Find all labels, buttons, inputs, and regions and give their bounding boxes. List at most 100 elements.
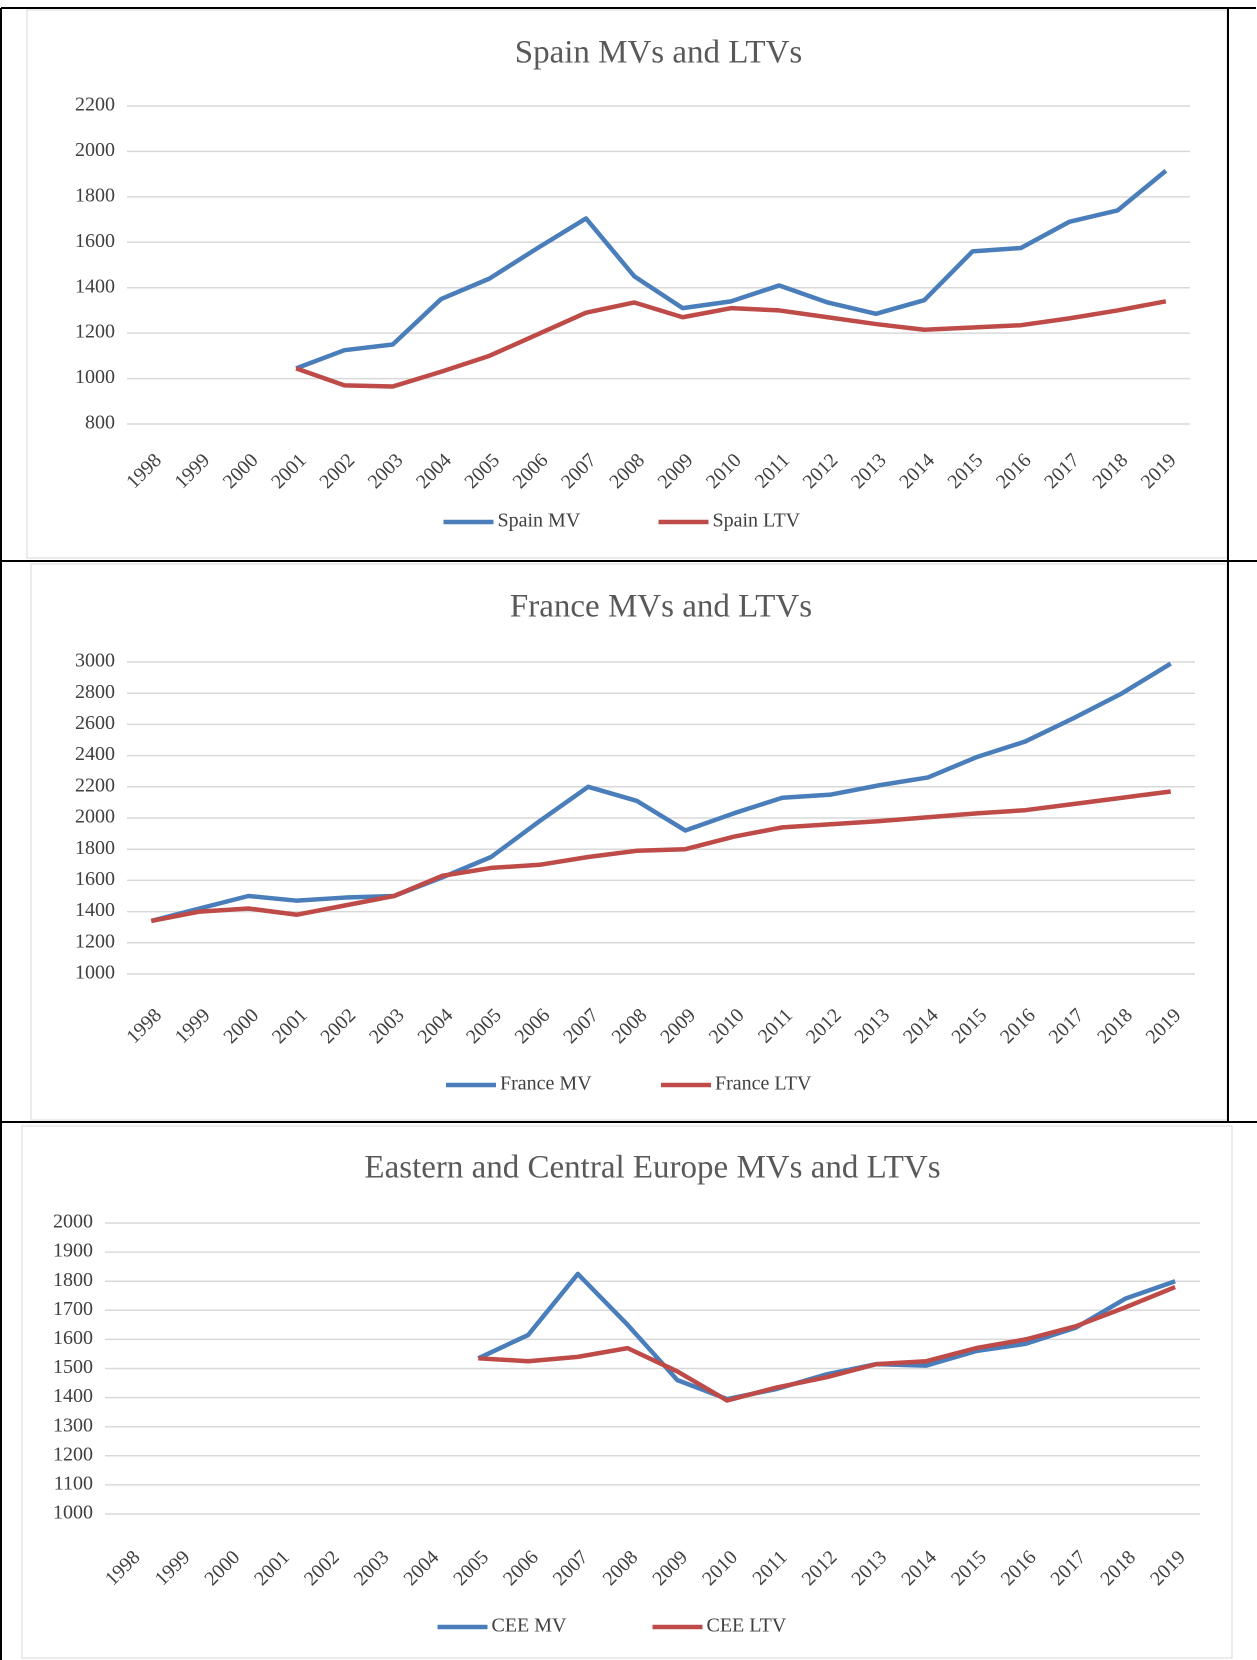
- y-tick-label: 1400: [75, 275, 115, 297]
- x-tick-label: 1998: [101, 1546, 145, 1590]
- chart-title: Eastern and Central Europe MVs and LTVs: [364, 1150, 940, 1186]
- y-tick-label: 1800: [75, 184, 115, 206]
- x-tick-label: 2015: [947, 1004, 991, 1048]
- chart-frame: [21, 1125, 1233, 1659]
- x-tick-label: 2008: [599, 1546, 643, 1590]
- x-tick-label: 2002: [316, 1004, 360, 1048]
- x-tick-label: 2009: [656, 1004, 700, 1048]
- y-tick-label: 1600: [75, 868, 115, 890]
- x-tick-label: 2018: [1093, 1004, 1137, 1048]
- y-tick-label: 1000: [75, 366, 115, 388]
- line: [478, 1284, 1176, 1403]
- x-tick-label: 2011: [754, 1004, 797, 1047]
- x-tick-label: 2012: [802, 1004, 846, 1048]
- legend-label: Spain LTV: [713, 510, 801, 532]
- legend-label: France MV: [500, 1073, 592, 1095]
- y-tick-label: 2600: [75, 712, 115, 734]
- line: [150, 789, 1172, 924]
- x-tick-label: 2019: [1142, 1004, 1186, 1048]
- x-tick-label: 2001: [250, 1546, 294, 1590]
- x-tick-label: 1998: [122, 449, 166, 493]
- x-tick-label: 2017: [1040, 449, 1084, 493]
- x-tick-label: 2010: [705, 1004, 749, 1048]
- x-tick-label: 2014: [899, 1004, 943, 1048]
- x-tick-label: 2014: [897, 1546, 941, 1590]
- line: [477, 1271, 1176, 1402]
- x-tick-label: 2008: [608, 1004, 652, 1048]
- y-tick-label: 3000: [75, 650, 115, 672]
- legend-label: Spain MV: [498, 510, 581, 532]
- x-tick-label: 2016: [996, 1004, 1040, 1048]
- x-tick-label: 2014: [895, 449, 939, 493]
- x-tick-label: 2009: [648, 1546, 692, 1590]
- x-tick-label: 2004: [399, 1546, 443, 1590]
- x-tick-label: 1999: [171, 1004, 215, 1048]
- x-tick-label: 1999: [151, 1546, 195, 1590]
- x-tick-label: 2012: [799, 449, 843, 493]
- x-tick-label: 2003: [365, 1004, 409, 1048]
- y-tick-label: 2000: [75, 139, 115, 161]
- x-tick-label: 2013: [850, 1004, 894, 1048]
- x-tick-label: 2013: [847, 1546, 891, 1590]
- y-tick-label: 1200: [75, 930, 115, 952]
- x-tick-label: 2003: [364, 449, 408, 493]
- x-tick-label: 2016: [992, 449, 1036, 493]
- legend-label: France LTV: [715, 1073, 812, 1095]
- x-tick-label: 2006: [509, 449, 553, 493]
- x-tick-label: 2015: [944, 449, 988, 493]
- x-tick-label: 2001: [267, 449, 311, 493]
- chart-title: France MVs and LTVs: [510, 589, 812, 625]
- y-tick-label: 1800: [53, 1269, 93, 1291]
- y-tick-label: 1000: [53, 1502, 93, 1524]
- legend-label: CEE MV: [492, 1615, 568, 1637]
- x-tick-label: 2007: [559, 1004, 603, 1048]
- y-tick-label: 1800: [75, 837, 115, 859]
- x-tick-label: 2018: [1096, 1546, 1140, 1590]
- y-tick-label: 1400: [75, 899, 115, 921]
- x-tick-label: 2017: [1047, 1546, 1091, 1590]
- x-tick-label: 2006: [511, 1004, 555, 1048]
- legend-label: CEE LTV: [707, 1615, 787, 1637]
- x-tick-label: 2005: [449, 1546, 493, 1590]
- y-tick-label: 1100: [54, 1472, 93, 1494]
- x-tick-label: 1999: [170, 449, 214, 493]
- x-tick-label: 2000: [200, 1546, 244, 1590]
- x-tick-label: 2004: [413, 1004, 457, 1048]
- y-tick-label: 1300: [53, 1414, 93, 1436]
- y-tick-label: 2400: [75, 743, 115, 765]
- x-tick-label: 2000: [219, 449, 263, 493]
- x-tick-label: 2002: [315, 449, 359, 493]
- x-tick-label: 2010: [698, 1546, 742, 1590]
- y-tick-label: 2800: [75, 681, 115, 703]
- x-tick-label: 2005: [460, 449, 504, 493]
- x-tick-label: 1998: [122, 1004, 166, 1048]
- y-tick-label: 800: [85, 412, 115, 434]
- y-tick-label: 1200: [75, 321, 115, 343]
- x-tick-label: 2004: [412, 449, 456, 493]
- y-tick-label: 1200: [53, 1443, 93, 1465]
- x-tick-label: 2011: [748, 1546, 791, 1589]
- x-tick-label: 2016: [997, 1546, 1041, 1590]
- y-tick-label: 1400: [53, 1385, 93, 1407]
- x-tick-label: 2000: [219, 1004, 263, 1048]
- x-tick-label: 2018: [1088, 449, 1132, 493]
- x-tick-label: 2011: [751, 449, 794, 492]
- x-tick-label: 2005: [462, 1004, 506, 1048]
- x-tick-label: 2009: [654, 449, 698, 493]
- x-tick-label: 2007: [549, 1546, 593, 1590]
- line: [295, 168, 1168, 371]
- y-tick-label: 1600: [53, 1327, 93, 1349]
- y-tick-label: 1900: [53, 1240, 93, 1262]
- x-tick-label: 2015: [947, 1546, 991, 1590]
- y-tick-label: 2200: [75, 94, 115, 116]
- x-tick-label: 2019: [1146, 1546, 1190, 1590]
- y-tick-label: 2000: [75, 806, 115, 828]
- x-tick-label: 2007: [557, 449, 601, 493]
- line: [150, 661, 1172, 924]
- x-tick-label: 2008: [605, 449, 649, 493]
- x-tick-label: 2019: [1137, 449, 1181, 493]
- x-tick-label: 2010: [702, 449, 746, 493]
- y-tick-label: 1700: [53, 1298, 93, 1320]
- x-tick-label: 2003: [350, 1546, 394, 1590]
